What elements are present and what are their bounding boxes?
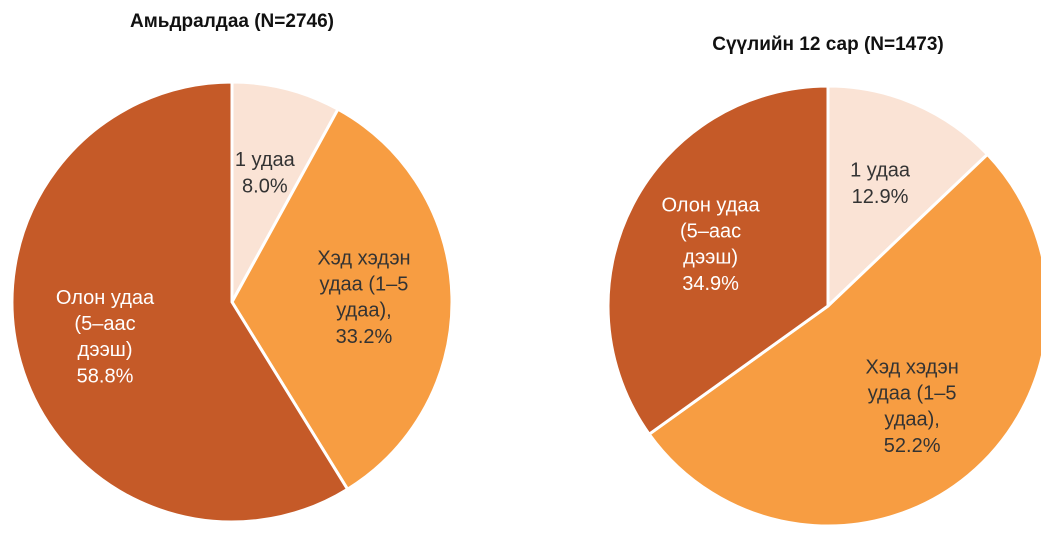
slice-category: 1 удаа	[850, 160, 911, 182]
pie-slice	[230, 107, 454, 492]
chart-title: Сүүлийн 12 сар (N=1473)	[712, 34, 943, 55]
slice-category: 1 удаа	[235, 149, 296, 171]
slice-value-label: 34.9%	[682, 273, 739, 295]
slice-category: Хэд хэдэн удаа (1–5 удаа),	[866, 357, 959, 431]
slice-value-label: 8.0%	[242, 175, 288, 197]
pie-slice	[10, 80, 350, 524]
chart-title: Амьдралдаа (N=2746)	[130, 11, 334, 32]
slice-value-label: 52.2%	[884, 435, 941, 457]
slice-value-label: 33.2%	[336, 326, 393, 348]
pie-slice	[647, 152, 1041, 528]
slice-category: Хэд хэдэн удаа (1–5 удаа),	[317, 248, 410, 322]
pie-slice	[826, 84, 990, 310]
slice-value-label: 58.8%	[77, 365, 134, 387]
slice-category: Олон удаа (5–аас дээш)	[661, 195, 760, 269]
pie-slice	[230, 80, 341, 303]
slice-category: Олон удаа (5–аас дээш)	[56, 287, 155, 361]
pie-slice	[606, 84, 830, 437]
slice-value-label: 12.9%	[852, 186, 909, 208]
